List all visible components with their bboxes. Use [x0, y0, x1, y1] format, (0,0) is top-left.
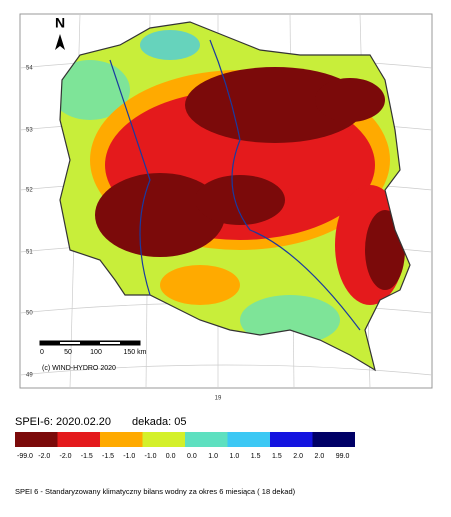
legend-from: 1.0 [230, 453, 240, 460]
scale-label: 50 [64, 349, 72, 356]
legend-to: 1.5 [251, 453, 261, 460]
north-arrow [55, 34, 65, 50]
north-label: N [55, 15, 65, 31]
lat-label: 51 [26, 250, 33, 256]
index-label: SPEI-6: 2020.02.20 [15, 416, 111, 428]
lat-label: 50 [26, 311, 33, 317]
legend-from: -99.0 [17, 453, 33, 460]
lon-label: 19 [215, 396, 222, 402]
copyright: (c) WIND-HYDRO 2020 [42, 365, 116, 372]
legend-swatch [57, 432, 100, 447]
scale-label: 0 [40, 349, 44, 356]
border [59, 21, 411, 372]
legend-from: 2.0 [315, 453, 325, 460]
scale-bar [60, 342, 80, 344]
legend-swatch [142, 432, 185, 447]
lat-label: 54 [26, 66, 33, 72]
lat-label: 49 [26, 373, 33, 379]
rivers [109, 39, 361, 331]
spei-map [60, 22, 410, 370]
legend-to: -2.0 [38, 453, 50, 460]
scale-label: 100 [90, 349, 102, 356]
scale-bar [39, 340, 141, 346]
legend-swatch [227, 432, 270, 447]
legend-from: 1.5 [272, 453, 282, 460]
lat-label: 52 [26, 188, 33, 194]
legend-swatch [270, 432, 313, 447]
scale-bar [100, 342, 120, 344]
legend-from: -2.0 [60, 453, 72, 460]
legend-to: -1.0 [123, 453, 135, 460]
legend-from: -1.0 [145, 453, 157, 460]
dekada-label: dekada: 05 [132, 416, 186, 428]
legend-to: 1.0 [208, 453, 218, 460]
legend-swatch [185, 432, 228, 447]
lat-label: 53 [26, 128, 33, 134]
legend-from: 0.0 [187, 453, 197, 460]
legend-to: -1.5 [81, 453, 93, 460]
legend-to: 2.0 [293, 453, 303, 460]
legend-swatch [15, 432, 58, 447]
legend-swatch [312, 432, 355, 447]
scale-label: 150 km [124, 349, 147, 356]
legend-to: 99.0 [336, 453, 350, 460]
legend-to: 0.0 [166, 453, 176, 460]
caption: SPEI 6 - Standaryzowany klimatyczny bila… [15, 487, 296, 496]
legend-swatch [100, 432, 143, 447]
legend-from: -1.5 [102, 453, 114, 460]
